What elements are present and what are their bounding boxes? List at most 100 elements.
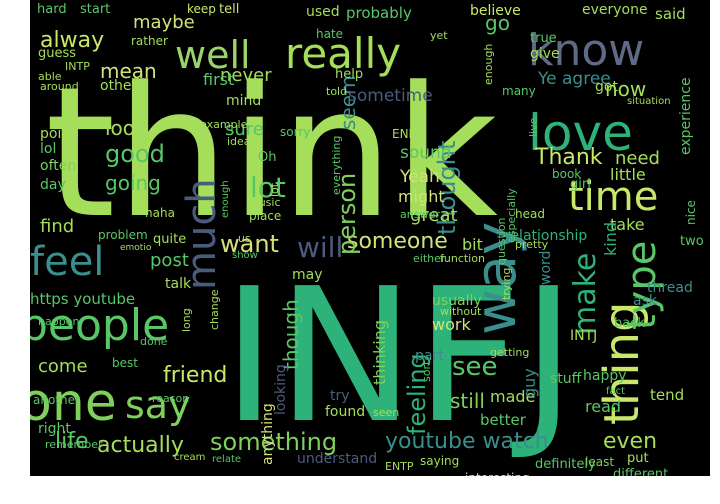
cloud-word: better bbox=[480, 411, 527, 429]
cloud-word: situation bbox=[627, 96, 671, 107]
cloud-word: lot bbox=[268, 182, 281, 197]
cloud-word: ask bbox=[633, 293, 658, 309]
cloud-word: sure bbox=[225, 119, 264, 140]
cloud-word: book bbox=[552, 167, 581, 181]
cloud-word: feeling bbox=[403, 353, 431, 435]
cloud-word: take bbox=[610, 215, 645, 234]
cloud-word: change bbox=[208, 289, 221, 330]
cloud-word: made bbox=[490, 387, 535, 406]
cloud-word: try bbox=[330, 388, 350, 404]
cloud-word: Yeah bbox=[399, 167, 440, 187]
cloud-word: tell bbox=[219, 2, 239, 17]
cloud-word: nice bbox=[684, 200, 698, 225]
cloud-word: say bbox=[125, 383, 191, 427]
word-cloud: think INFJ people one well really know love time… bbox=[30, 0, 710, 476]
cloud-word: great bbox=[410, 205, 458, 226]
cloud-word: maybe bbox=[133, 12, 195, 33]
cloud-word: way bbox=[464, 222, 529, 335]
cloud-word: fact bbox=[606, 386, 625, 397]
cloud-word: happy bbox=[583, 368, 627, 384]
cloud-word: different bbox=[613, 467, 668, 476]
cloud-word: haha bbox=[145, 206, 175, 220]
cloud-background bbox=[30, 0, 710, 476]
cloud-word: usually bbox=[432, 293, 482, 309]
cloud-word: want bbox=[220, 230, 279, 258]
cloud-word: true bbox=[530, 31, 557, 46]
cloud-word: work bbox=[432, 315, 471, 334]
cloud-word: told bbox=[326, 85, 347, 98]
cloud-word: go bbox=[485, 11, 510, 35]
cloud-word: Oh bbox=[258, 150, 276, 165]
cloud-word: lot bbox=[250, 171, 286, 204]
cloud-word: love bbox=[528, 104, 633, 162]
cloud-word: word bbox=[538, 251, 554, 285]
cloud-word: experience bbox=[678, 77, 694, 155]
cloud-word: hard bbox=[37, 2, 67, 17]
cloud-word: often bbox=[40, 158, 76, 174]
cloud-word: going bbox=[105, 171, 161, 195]
cloud-word: well bbox=[175, 33, 251, 77]
cloud-word: might bbox=[398, 187, 445, 206]
cloud-word: kind bbox=[601, 222, 620, 256]
cloud-word: another bbox=[33, 393, 80, 407]
cloud-word: believe bbox=[470, 3, 521, 19]
cloud-word: sort bbox=[420, 360, 433, 382]
cloud-word: put bbox=[627, 451, 649, 466]
cloud-word: definitely bbox=[535, 457, 596, 472]
cloud-word: enough bbox=[220, 180, 231, 218]
cloud-word: example bbox=[200, 118, 248, 131]
cloud-word: Thank bbox=[534, 145, 603, 170]
cloud-word: music bbox=[248, 196, 281, 209]
cloud-word: INTJ bbox=[570, 328, 597, 344]
cloud-word: best bbox=[112, 356, 138, 370]
cloud-word: said bbox=[655, 5, 686, 23]
cloud-word: thread bbox=[647, 280, 693, 296]
cloud-word: friend bbox=[163, 363, 227, 388]
cloud-word: got bbox=[595, 79, 618, 95]
cloud-word: place bbox=[249, 209, 281, 223]
cloud-word: hate bbox=[316, 27, 343, 41]
cloud-word: may bbox=[292, 267, 323, 283]
cloud-word: need bbox=[615, 148, 660, 169]
cloud-word: talk bbox=[165, 276, 192, 292]
cloud-word: especially bbox=[505, 188, 518, 243]
cloud-word: ENFP bbox=[392, 127, 423, 141]
cloud-word: either bbox=[413, 252, 446, 265]
cloud-word: youtube watch bbox=[385, 429, 549, 454]
cloud-word: live bbox=[527, 117, 540, 137]
cloud-word: see bbox=[452, 352, 498, 382]
cloud-word: day bbox=[40, 177, 66, 193]
cloud-word: tend bbox=[650, 386, 684, 404]
cloud-word: sometime bbox=[348, 86, 433, 106]
cloud-word: understand bbox=[297, 451, 377, 467]
cloud-word: something bbox=[210, 428, 337, 456]
cloud-word: type bbox=[619, 241, 665, 330]
cloud-word: back bbox=[614, 316, 645, 331]
cloud-word: help bbox=[335, 67, 363, 82]
cloud-word: now bbox=[605, 77, 646, 101]
cloud-word: alway bbox=[40, 28, 104, 53]
cloud-word: us bbox=[238, 232, 251, 245]
cloud-word: someone bbox=[347, 229, 448, 254]
cloud-word: look bbox=[105, 116, 147, 140]
cloud-word: sound bbox=[400, 143, 452, 163]
cloud-word: relationship bbox=[505, 228, 587, 244]
cloud-word: part bbox=[415, 348, 444, 364]
cloud-word: life bbox=[55, 429, 89, 454]
cloud-word: answer bbox=[400, 208, 440, 221]
cloud-word: find bbox=[40, 216, 74, 237]
cloud-word: though bbox=[279, 299, 303, 370]
cloud-word: everyone bbox=[582, 2, 648, 18]
cloud-word: know bbox=[528, 25, 644, 76]
cloud-word: rather bbox=[131, 34, 168, 48]
cloud-word: relate bbox=[212, 454, 241, 465]
cloud-word: Ye agree bbox=[537, 69, 611, 89]
cloud-word: will bbox=[297, 231, 343, 264]
cloud-word: good bbox=[105, 140, 165, 168]
cloud-word: point bbox=[40, 126, 76, 142]
cloud-word: long bbox=[180, 308, 193, 332]
cloud-word: enough bbox=[482, 44, 495, 85]
cloud-word: girl bbox=[570, 177, 591, 192]
cloud-word: ENTP bbox=[385, 460, 414, 473]
